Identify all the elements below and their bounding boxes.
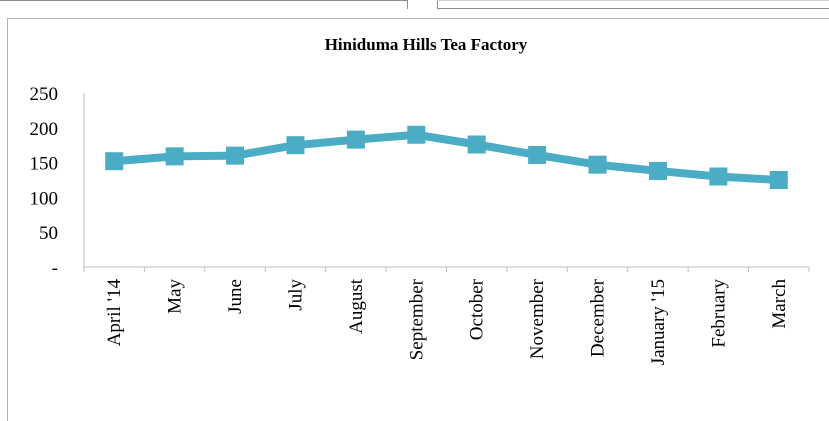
data-point-marker — [105, 152, 124, 171]
y-tick-label: 200 — [30, 119, 59, 140]
data-point-marker — [467, 135, 486, 154]
data-point-marker — [648, 161, 667, 180]
data-point-marker — [226, 146, 245, 165]
y-tick-label: 50 — [39, 223, 58, 244]
x-tick-label: March — [769, 279, 790, 329]
x-tick-label: February — [708, 279, 729, 348]
data-point-marker — [588, 155, 607, 174]
x-tick-label: August — [346, 278, 367, 334]
frame-top-right-line — [437, 8, 829, 9]
x-tick-label: November — [527, 278, 548, 359]
x-tick-label: December — [588, 278, 609, 357]
x-tick-label: July — [285, 279, 306, 311]
chart-border-left — [7, 18, 8, 421]
frame-top-left-line — [0, 0, 408, 1]
series-layer — [105, 125, 788, 189]
series-line — [110, 130, 783, 184]
frame-top-right-shadow — [437, 0, 829, 1]
y-tick-label: 250 — [30, 84, 59, 105]
y-tick-label: - — [52, 258, 58, 279]
data-point-marker — [528, 145, 547, 164]
x-axis-ticks: April '14 May June July August September Octob… — [83, 267, 810, 365]
x-tick-label: October — [467, 278, 488, 340]
data-point-marker — [769, 171, 788, 189]
x-tick-label: June — [225, 279, 246, 314]
x-tick-label: May — [165, 279, 186, 314]
frame-top-right-start — [437, 0, 438, 9]
chart-border-top — [7, 18, 829, 19]
y-tick-label: 150 — [30, 154, 59, 175]
data-point-marker — [286, 136, 305, 155]
data-point-marker — [709, 167, 728, 186]
x-tick-label: January '15 — [648, 279, 669, 365]
x-tick-label: April '14 — [104, 279, 125, 347]
frame-top-left-end — [407, 0, 408, 9]
x-tick-label: September — [406, 278, 427, 360]
chart-title: Hiniduma Hills Tea Factory — [325, 35, 528, 54]
y-axis-ticks: - 50 100 150 200 250 — [30, 84, 59, 279]
data-point-marker — [165, 147, 184, 166]
data-point-marker — [346, 130, 365, 149]
y-tick-label: 100 — [30, 188, 59, 209]
data-point-marker — [407, 125, 426, 144]
